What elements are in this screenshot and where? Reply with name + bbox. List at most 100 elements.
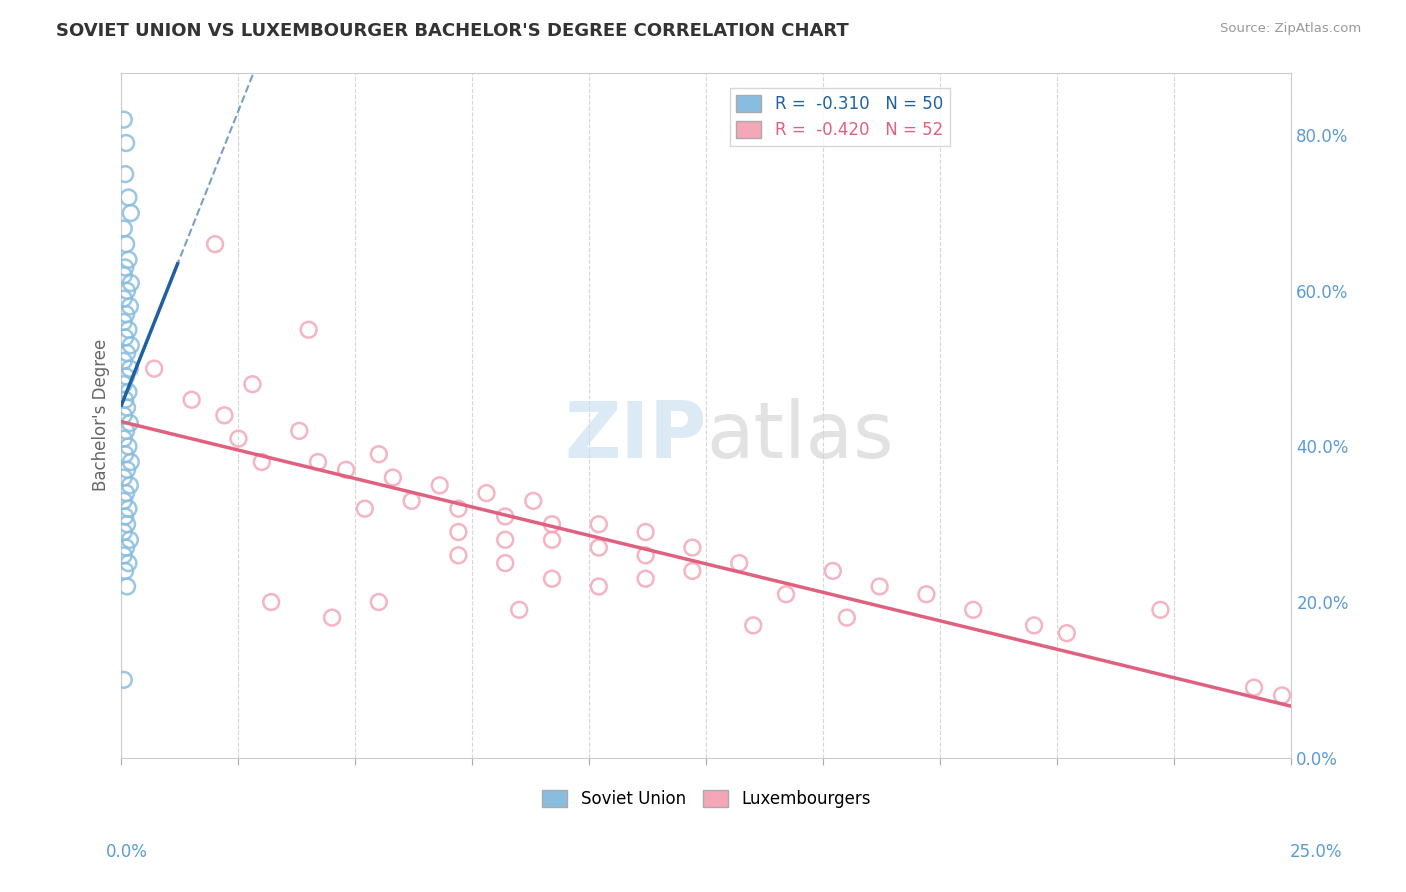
Point bbox=[321, 610, 343, 624]
Text: SOVIET UNION VS LUXEMBOURGER BACHELOR'S DEGREE CORRELATION CHART: SOVIET UNION VS LUXEMBOURGER BACHELOR'S … bbox=[56, 22, 849, 40]
Point bbox=[114, 330, 136, 344]
Point bbox=[115, 369, 138, 384]
Point bbox=[588, 517, 610, 532]
Point bbox=[494, 556, 516, 570]
Point bbox=[447, 524, 470, 539]
Point bbox=[112, 470, 135, 484]
Point bbox=[1022, 618, 1045, 632]
Point bbox=[117, 323, 139, 337]
Point bbox=[115, 517, 138, 532]
Point bbox=[180, 392, 202, 407]
Point bbox=[118, 361, 141, 376]
Text: atlas: atlas bbox=[706, 398, 894, 474]
Point bbox=[117, 384, 139, 399]
Point bbox=[112, 549, 135, 563]
Point bbox=[228, 432, 250, 446]
Point bbox=[429, 478, 451, 492]
Point bbox=[634, 572, 657, 586]
Point bbox=[115, 424, 138, 438]
Point bbox=[869, 579, 891, 593]
Point bbox=[522, 494, 544, 508]
Point bbox=[541, 572, 564, 586]
Point bbox=[112, 432, 135, 446]
Legend: Soviet Union, Luxembourgers: Soviet Union, Luxembourgers bbox=[536, 783, 877, 814]
Point bbox=[112, 524, 135, 539]
Point bbox=[681, 564, 703, 578]
Point bbox=[115, 401, 138, 415]
Text: 0.0%: 0.0% bbox=[105, 843, 148, 861]
Point bbox=[120, 455, 142, 469]
Point bbox=[117, 556, 139, 570]
Point bbox=[1271, 689, 1294, 703]
Point bbox=[115, 463, 138, 477]
Point bbox=[494, 509, 516, 524]
Point bbox=[541, 533, 564, 547]
Point bbox=[634, 524, 657, 539]
Point bbox=[214, 409, 236, 423]
Y-axis label: Bachelor's Degree: Bachelor's Degree bbox=[93, 339, 110, 491]
Point bbox=[115, 136, 138, 150]
Point bbox=[120, 206, 142, 220]
Point bbox=[112, 268, 135, 283]
Point bbox=[260, 595, 283, 609]
Point bbox=[588, 579, 610, 593]
Point bbox=[915, 587, 938, 601]
Point bbox=[117, 501, 139, 516]
Point bbox=[835, 610, 858, 624]
Point bbox=[114, 564, 136, 578]
Point bbox=[112, 409, 135, 423]
Point bbox=[112, 377, 135, 392]
Point bbox=[381, 470, 404, 484]
Point bbox=[508, 603, 530, 617]
Point bbox=[112, 112, 135, 127]
Point bbox=[588, 541, 610, 555]
Point bbox=[120, 276, 142, 290]
Point bbox=[742, 618, 765, 632]
Point bbox=[115, 237, 138, 252]
Point bbox=[112, 673, 135, 687]
Point bbox=[114, 392, 136, 407]
Point bbox=[112, 315, 135, 329]
Point bbox=[118, 478, 141, 492]
Point bbox=[117, 439, 139, 453]
Point bbox=[681, 541, 703, 555]
Point bbox=[335, 463, 357, 477]
Point bbox=[250, 455, 273, 469]
Point bbox=[775, 587, 797, 601]
Point bbox=[821, 564, 844, 578]
Point bbox=[1056, 626, 1078, 640]
Point bbox=[114, 447, 136, 461]
Text: 25.0%: 25.0% bbox=[1291, 843, 1343, 861]
Point bbox=[962, 603, 984, 617]
Point bbox=[494, 533, 516, 547]
Point bbox=[115, 579, 138, 593]
Point bbox=[367, 595, 389, 609]
Point bbox=[728, 556, 751, 570]
Point bbox=[1149, 603, 1171, 617]
Point bbox=[112, 221, 135, 235]
Point bbox=[118, 533, 141, 547]
Point bbox=[298, 323, 321, 337]
Point bbox=[1243, 681, 1265, 695]
Text: Source: ZipAtlas.com: Source: ZipAtlas.com bbox=[1220, 22, 1361, 36]
Point bbox=[447, 501, 470, 516]
Point bbox=[115, 541, 138, 555]
Point bbox=[118, 416, 141, 430]
Point bbox=[112, 354, 135, 368]
Point bbox=[115, 346, 138, 360]
Point bbox=[112, 494, 135, 508]
Point bbox=[288, 424, 311, 438]
Point bbox=[541, 517, 564, 532]
Point bbox=[242, 377, 264, 392]
Point bbox=[115, 486, 138, 500]
Point bbox=[115, 284, 138, 298]
Point bbox=[112, 292, 135, 306]
Point bbox=[447, 549, 470, 563]
Text: ZIP: ZIP bbox=[564, 398, 706, 474]
Point bbox=[117, 190, 139, 204]
Point bbox=[204, 237, 226, 252]
Point bbox=[114, 260, 136, 275]
Point bbox=[143, 361, 166, 376]
Point bbox=[114, 509, 136, 524]
Point bbox=[120, 338, 142, 352]
